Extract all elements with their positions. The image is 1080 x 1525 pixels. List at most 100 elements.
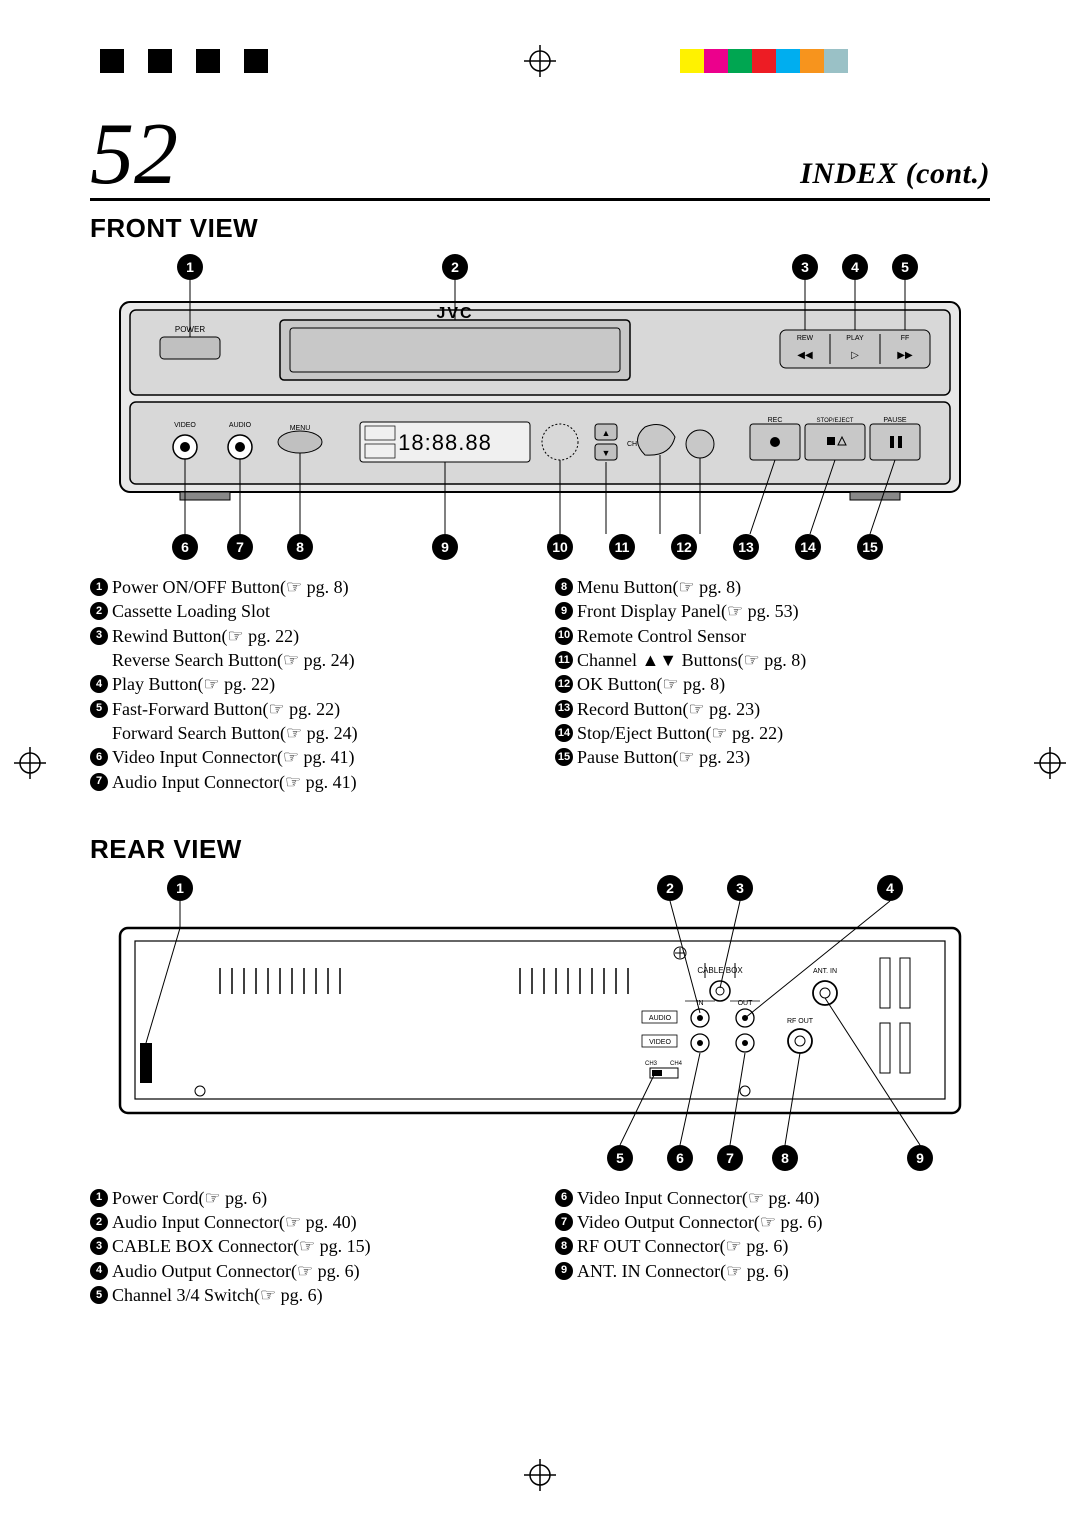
page-header: 52 INDEX (cont.) xyxy=(90,115,990,201)
svg-text:CH: CH xyxy=(627,441,637,448)
svg-text:CABLE BOX: CABLE BOX xyxy=(697,966,743,975)
svg-text:6: 6 xyxy=(181,539,189,555)
legend-item: Forward Search Button pg. 24 xyxy=(90,721,525,745)
legend-text: Reverse Search Button xyxy=(112,648,277,672)
bullet-number: 9 xyxy=(555,602,573,620)
legend-item: 3Rewind Button pg. 22 xyxy=(90,624,525,648)
svg-text:▼: ▼ xyxy=(602,448,611,458)
bullet-number: 4 xyxy=(90,675,108,693)
bullet-number: 12 xyxy=(555,675,573,693)
legend-text: Pause Button xyxy=(577,745,673,769)
svg-text:11: 11 xyxy=(615,539,630,555)
page-ref: pg. 40 xyxy=(742,1186,820,1210)
svg-text:6: 6 xyxy=(676,1150,684,1166)
legend-item: 1Power ON/OFF Button pg. 8 xyxy=(90,575,525,599)
svg-text:12: 12 xyxy=(676,539,692,555)
svg-text:10: 10 xyxy=(552,539,568,555)
svg-text:15: 15 xyxy=(862,539,878,555)
rear-view-diagram: 1234 CABLE BOX xyxy=(90,873,990,1178)
bullet-number: 8 xyxy=(555,578,573,596)
bullet-number: 15 xyxy=(555,748,573,766)
legend-item: 11Channel ▲▼ Buttons pg. 8 xyxy=(555,648,990,672)
svg-text:PAUSE: PAUSE xyxy=(883,417,907,424)
page-ref: pg. 6 xyxy=(199,1186,268,1210)
print-registration-marks xyxy=(0,45,1080,85)
legend-item: 10Remote Control Sensor xyxy=(555,624,990,648)
legend-item: 5Fast-Forward Button pg. 22 xyxy=(90,697,525,721)
center-reg-mark xyxy=(524,45,556,77)
legend-text: Audio Output Connector xyxy=(112,1259,291,1283)
svg-text:MENU: MENU xyxy=(290,425,311,432)
legend-text: Channel 3/4 Switch xyxy=(112,1283,254,1307)
legend-item: 13Record Button pg. 23 xyxy=(555,697,990,721)
legend-item: 4Audio Output Connector pg. 6 xyxy=(90,1259,525,1283)
legend-item: 1Power Cord pg. 6 xyxy=(90,1186,525,1210)
page-ref: pg. 8 xyxy=(280,575,349,599)
svg-text:8: 8 xyxy=(296,539,304,555)
legend-text: RF OUT Connector xyxy=(577,1234,720,1258)
page-ref: pg. 6 xyxy=(254,1283,323,1307)
legend-item: 2Audio Input Connector pg. 40 xyxy=(90,1210,525,1234)
page-ref: pg. 24 xyxy=(280,721,358,745)
legend-text: Stop/Eject Button xyxy=(577,721,706,745)
svg-text:PLAY: PLAY xyxy=(846,335,864,342)
page-ref: pg. 22 xyxy=(222,624,300,648)
bullet-number: 9 xyxy=(555,1262,573,1280)
legend-text: Front Display Panel xyxy=(577,599,721,623)
legend-text: Audio Input Connector xyxy=(112,1210,279,1234)
svg-text:1: 1 xyxy=(176,880,184,896)
page-ref: pg. 23 xyxy=(683,697,761,721)
bullet-number: 6 xyxy=(90,748,108,766)
svg-text:1: 1 xyxy=(186,259,194,275)
svg-text:RF OUT: RF OUT xyxy=(787,1018,814,1025)
svg-text:◀◀: ◀◀ xyxy=(797,350,813,361)
legend-text: Power ON/OFF Button xyxy=(112,575,280,599)
bullet-number: 11 xyxy=(555,651,573,669)
header-title: INDEX (cont.) xyxy=(800,157,990,191)
svg-text:5: 5 xyxy=(616,1150,624,1166)
page-ref: pg. 6 xyxy=(754,1210,823,1234)
svg-text:14: 14 xyxy=(800,539,816,555)
legend-text: Video Input Connector xyxy=(577,1186,742,1210)
svg-text:AUDIO: AUDIO xyxy=(229,422,252,429)
page-ref: pg. 22 xyxy=(198,672,276,696)
legend-text: Video Output Connector xyxy=(577,1210,754,1234)
bullet-number: 3 xyxy=(90,1237,108,1255)
svg-text:▶▶: ▶▶ xyxy=(897,350,913,361)
right-reg-mark xyxy=(1030,743,1070,783)
page-number: 52 xyxy=(90,115,178,194)
svg-text:FF: FF xyxy=(901,335,910,342)
legend-text: Power Cord xyxy=(112,1186,199,1210)
legend-item: 9Front Display Panel pg. 53 xyxy=(555,599,990,623)
legend-item: 3CABLE BOX Connector pg. 15 xyxy=(90,1234,525,1258)
legend-text: Play Button xyxy=(112,672,198,696)
svg-text:7: 7 xyxy=(726,1150,734,1166)
legend-item: 6Video Input Connector pg. 41 xyxy=(90,745,525,769)
legend-text: Rewind Button xyxy=(112,624,222,648)
front-view-diagram: 12345 POWER JVC REW ◀◀ PLAY ▷ FF ▶▶ xyxy=(90,252,990,567)
svg-text:CH4: CH4 xyxy=(670,1061,683,1067)
legend-text: OK Button xyxy=(577,672,657,696)
bullet-number: 14 xyxy=(555,724,573,742)
svg-text:VIDEO: VIDEO xyxy=(649,1039,671,1046)
legend-text: Fast-Forward Button xyxy=(112,697,263,721)
svg-text:AUDIO: AUDIO xyxy=(649,1015,672,1022)
legend-item: 14Stop/Eject Button pg. 22 xyxy=(555,721,990,745)
legend-text: Audio Input Connector xyxy=(112,770,279,794)
page-ref: pg. 41 xyxy=(279,770,357,794)
bullet-number: 5 xyxy=(90,1286,108,1304)
page-ref: pg. 8 xyxy=(738,648,807,672)
left-reg-mark xyxy=(10,743,50,783)
rear-view-title: REAR VIEW xyxy=(90,834,990,865)
svg-text:STOP/EJECT: STOP/EJECT xyxy=(817,418,854,424)
svg-text:18:88.88: 18:88.88 xyxy=(398,430,492,455)
svg-text:VIDEO: VIDEO xyxy=(174,422,196,429)
rear-legend: 1Power Cord pg. 62Audio Input Connector … xyxy=(90,1186,990,1307)
legend-text: Video Input Connector xyxy=(112,745,277,769)
bullet-number: 13 xyxy=(555,700,573,718)
legend-item: 7Video Output Connector pg. 6 xyxy=(555,1210,990,1234)
svg-text:ANT. IN: ANT. IN xyxy=(813,968,837,975)
front-legend: 1Power ON/OFF Button pg. 82Cassette Load… xyxy=(90,575,990,794)
legend-item: 4Play Button pg. 22 xyxy=(90,672,525,696)
svg-text:▷: ▷ xyxy=(851,350,859,361)
